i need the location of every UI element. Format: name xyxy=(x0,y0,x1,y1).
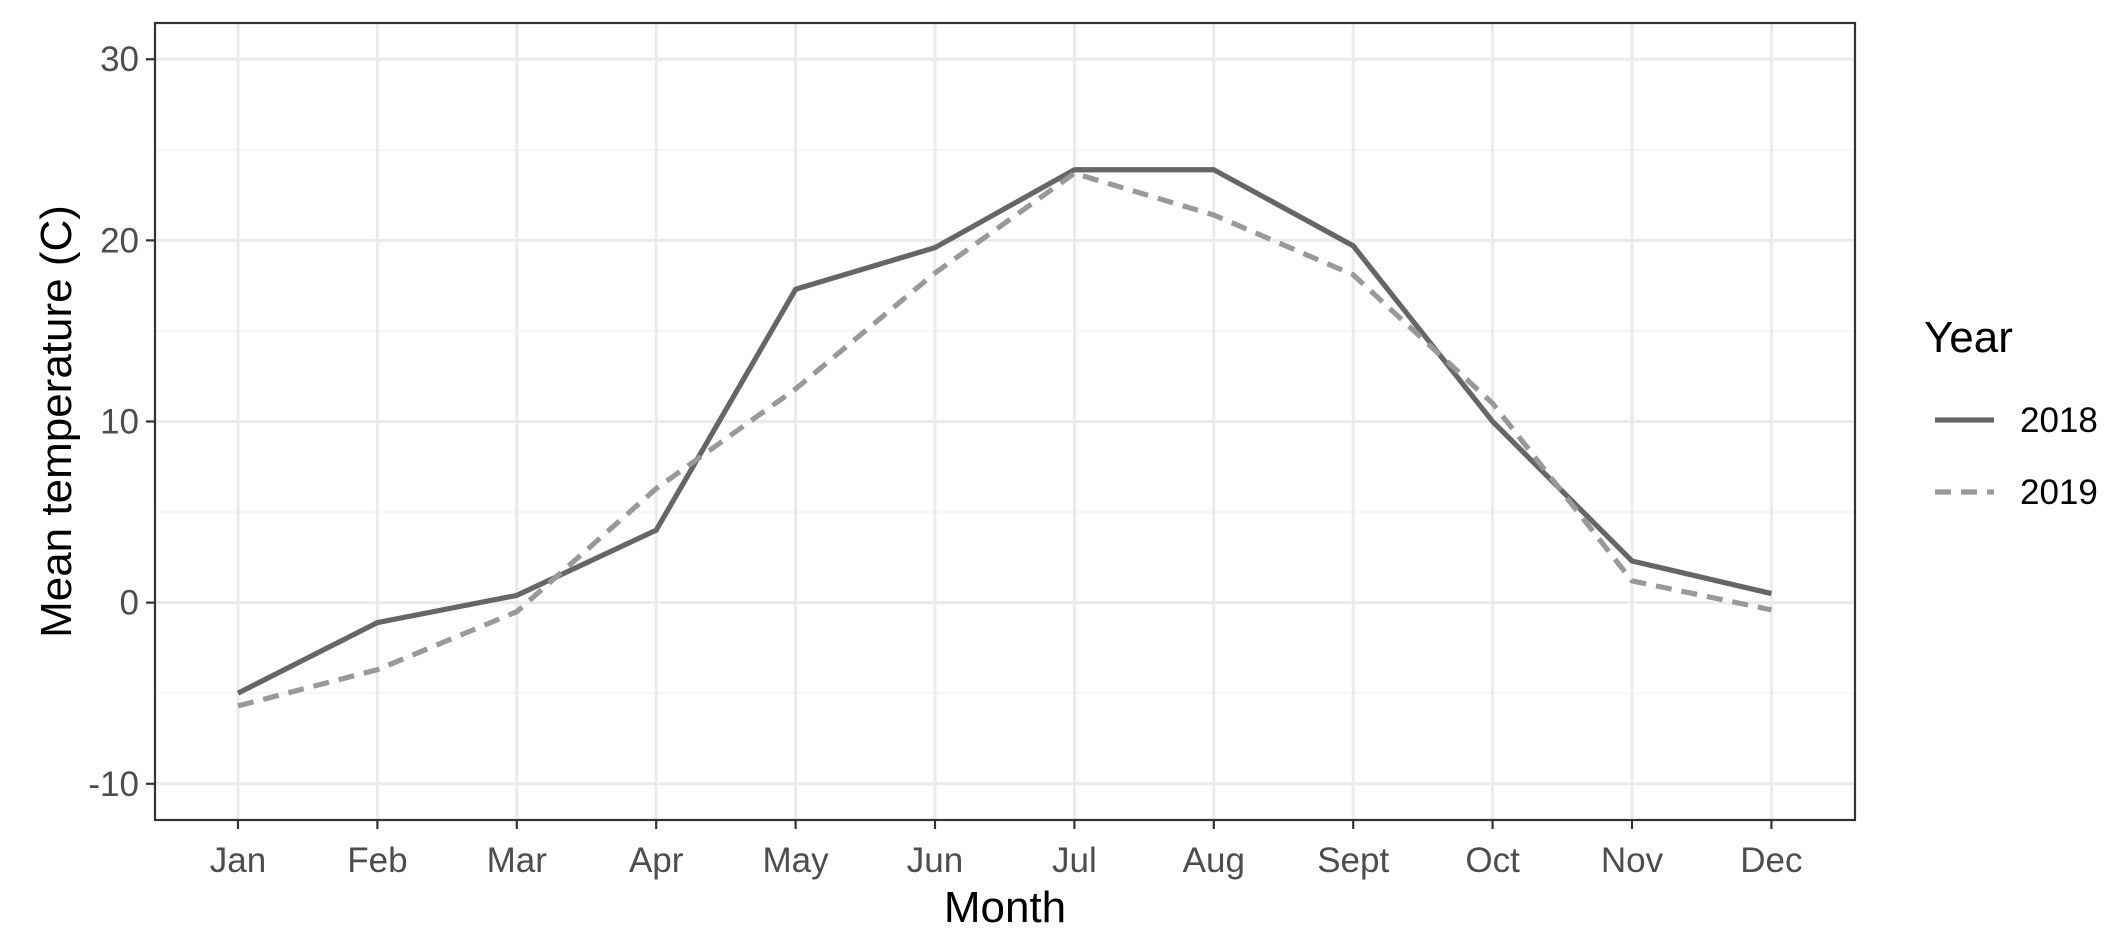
x-tick-label: May xyxy=(763,841,830,880)
y-tick-label: 20 xyxy=(100,221,139,260)
x-tick-label: Jan xyxy=(210,841,266,880)
series-line-2019 xyxy=(237,170,1772,709)
y-axis-title: Mean temperature (C) xyxy=(32,205,81,638)
x-tick-label: Aug xyxy=(1183,841,1245,880)
legend-label-2018: 2018 xyxy=(2020,401,2098,440)
y-tick-label: 10 xyxy=(100,403,139,442)
x-tick-label: Oct xyxy=(1465,841,1520,880)
legend: Year 2018 2019 xyxy=(1924,313,2098,512)
y-tick-label: 30 xyxy=(100,40,139,79)
legend-label-2019: 2019 xyxy=(2020,473,2098,512)
axes: -10 0 10 20 30 Jan Feb Mar Apr May Jun Jul Aug Sept Oc… xyxy=(88,40,1802,880)
y-tick-label: -10 xyxy=(88,765,139,804)
x-tick-label: Apr xyxy=(629,841,684,880)
y-tick-label: 0 xyxy=(120,584,139,623)
legend-title: Year xyxy=(1924,313,2013,362)
x-tick-label: Jun xyxy=(907,841,963,880)
x-tick-label: Feb xyxy=(347,841,407,880)
x-axis-title: Month xyxy=(944,883,1066,932)
series-lines xyxy=(236,167,1772,709)
x-tick-label: Mar xyxy=(487,841,548,880)
x-tick-label: Dec xyxy=(1740,841,1802,880)
x-tick-label: Sept xyxy=(1317,841,1389,880)
grid xyxy=(155,23,1855,820)
x-tick-label: Jul xyxy=(1052,841,1097,880)
series-line-2018 xyxy=(236,167,1772,696)
x-tick-label: Nov xyxy=(1601,841,1664,880)
